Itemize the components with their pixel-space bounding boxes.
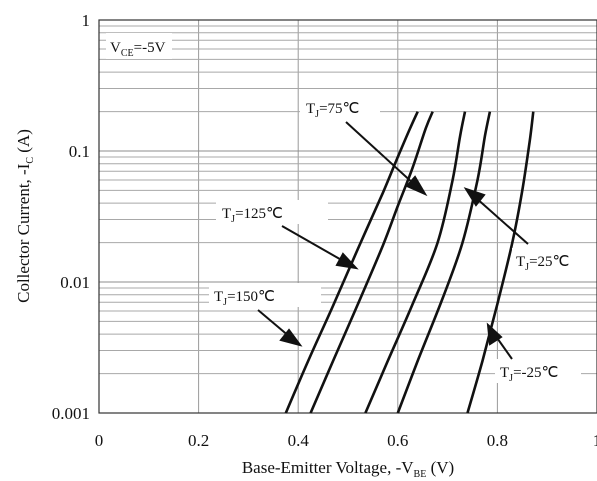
arrow-tj-minus25: [486, 322, 513, 360]
series-curve-0: [284, 111, 419, 414]
y-tick-label: 1: [82, 11, 91, 30]
svg-text:TJ=75℃: TJ=75℃: [306, 101, 359, 120]
y-tick-label: 0.01: [60, 273, 90, 292]
x-tick-label: 0.4: [288, 431, 310, 450]
series-curve-3: [396, 111, 492, 414]
curves-layer: [284, 111, 535, 414]
arrow-tj-125: [281, 225, 359, 270]
series-label-tj-25: TJ=25℃: [512, 248, 584, 273]
y-tick-label: 0.001: [52, 404, 90, 423]
series-label-tj-minus25: TJ=-25℃: [495, 359, 581, 384]
arrow-tj-75: [345, 121, 428, 197]
y-axis-title: Collector Current, -IC (A): [14, 129, 36, 303]
annotation-arrows: [257, 121, 529, 360]
grid-lines: [99, 20, 597, 413]
x-axis-title: Base-Emitter Voltage, -VBE (V): [242, 458, 454, 480]
series-curve-2: [364, 111, 467, 414]
svg-text:TJ=25℃: TJ=25℃: [516, 254, 569, 273]
svg-text:TJ=-25℃: TJ=-25℃: [500, 365, 558, 384]
plot-area-frame: [98, 19, 597, 414]
x-tick-label: 1: [593, 431, 597, 450]
series-curve-1: [309, 111, 434, 414]
y-tick-label: 0.1: [69, 142, 90, 161]
tick-labels: 0 0.2 0.4 0.6 0.8 1 1 0.1 0.01 0.001: [52, 11, 597, 450]
arrow-tj-150: [257, 309, 303, 347]
series-label-tj-150: TJ=150℃: [209, 283, 321, 308]
series-label-tj-125: TJ=125℃: [216, 200, 328, 225]
series-curve-4: [466, 111, 535, 414]
svg-text:TJ=125℃: TJ=125℃: [222, 206, 283, 225]
x-tick-label: 0: [95, 431, 104, 450]
series-label-tj-75: TJ=75℃: [300, 95, 380, 120]
svg-text:TJ=150℃: TJ=150℃: [214, 289, 275, 308]
x-tick-label: 0.2: [188, 431, 209, 450]
svg-text:VCE=-5V: VCE=-5V: [110, 40, 166, 59]
condition-label: VCE=-5V: [106, 33, 172, 59]
x-tick-label: 0.6: [387, 431, 408, 450]
arrow-tj-25: [463, 187, 529, 245]
x-tick-label: 0.8: [487, 431, 508, 450]
